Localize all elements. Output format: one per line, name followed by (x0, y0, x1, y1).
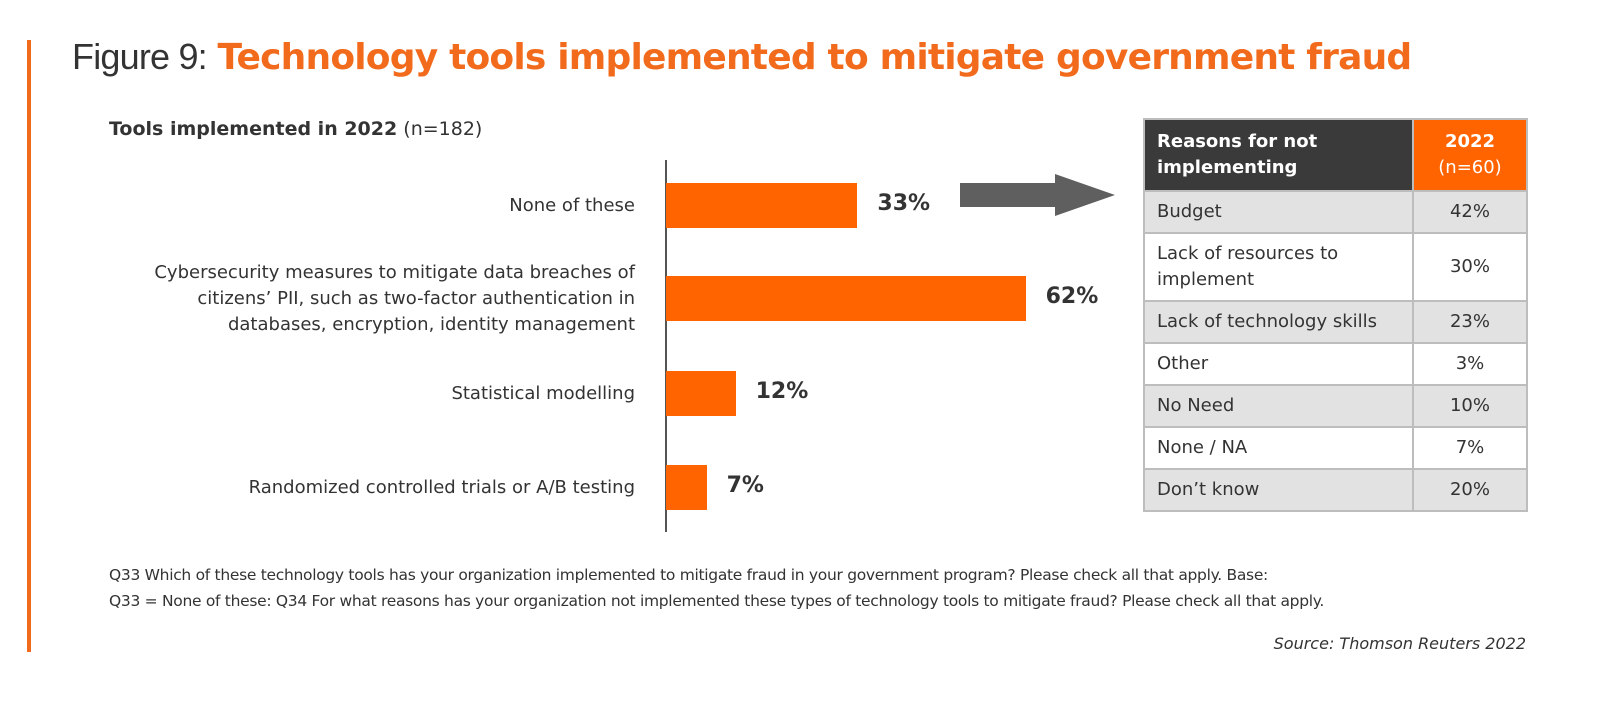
category-label: Randomized controlled trials or A/B test… (249, 475, 635, 501)
bar (666, 183, 858, 228)
value-cell: 42% (1412, 190, 1528, 234)
reason-cell: Lack of resources to implement (1143, 232, 1414, 302)
table-row: Lack of technology skills 23% (1143, 300, 1528, 344)
header-reasons: Reasons for not implementing (1143, 118, 1414, 192)
reason-cell: Don’t know (1143, 468, 1414, 512)
title-prefix: Figure 9: (72, 36, 208, 77)
data-label: 12% (755, 379, 809, 404)
category-label: Cybersecurity measures to mitigate data … (154, 260, 635, 338)
bar (666, 276, 1026, 321)
table-row: Other 3% (1143, 342, 1528, 386)
category-label-line: citizens’ PII, such as two-factor authen… (197, 287, 635, 309)
reason-cell: No Need (1143, 384, 1414, 428)
reason-cell: None / NA (1143, 426, 1414, 470)
chart-n: (n=182) (403, 118, 483, 140)
footnote-line-1: Q33 Which of these technology tools has … (109, 566, 1268, 584)
footnote: Q33 Which of these technology tools has … (109, 562, 1324, 614)
footnote-line-2: Q33 = None of these: Q34 For what reason… (109, 592, 1325, 610)
table-row: Don’t know 20% (1143, 468, 1528, 512)
header-year: 2022 (n=60) (1412, 118, 1528, 192)
table-row: Lack of resources to implement 30% (1143, 232, 1528, 302)
bar (666, 371, 736, 416)
value-cell: 10% (1412, 384, 1528, 428)
reasons-table: Reasons for not implementing 2022 (n=60) B… (1143, 118, 1528, 512)
value-cell: 30% (1412, 232, 1528, 302)
category-label-line: Cybersecurity measures to mitigate data … (154, 261, 635, 283)
chart-title: Tools implemented in 2022 (109, 118, 398, 140)
value-cell: 3% (1412, 342, 1528, 386)
title-main: Technology tools implemented to mitigate… (217, 37, 1413, 78)
table-row: Budget 42% (1143, 190, 1528, 234)
data-label: 62% (1045, 284, 1099, 309)
category-label-line: Statistical modelling (451, 382, 635, 404)
figure-title: Figure 9: Technology tools implemented t… (72, 36, 1413, 78)
table-row: No Need 10% (1143, 384, 1528, 428)
accent-bar (27, 40, 31, 652)
reason-cell: Lack of technology skills (1143, 300, 1414, 344)
reason-cell: Other (1143, 342, 1414, 386)
value-cell: 7% (1412, 426, 1528, 470)
chart-subtitle: Tools implemented in 2022 (n=182) (109, 118, 482, 140)
data-label: 7% (726, 473, 764, 498)
category-label-line: None of these (509, 194, 635, 216)
category-label: None of these (509, 193, 635, 219)
value-cell: 23% (1412, 300, 1528, 344)
table-header: Reasons for not implementing 2022 (n=60) (1143, 118, 1528, 192)
source-note: Source: Thomson Reuters 2022 (1273, 634, 1526, 653)
data-label: 33% (877, 191, 931, 216)
category-label-line: databases, encryption, identity manageme… (227, 313, 635, 335)
table-row: None / NA 7% (1143, 426, 1528, 470)
y-axis-line (665, 160, 667, 532)
value-cell: 20% (1412, 468, 1528, 512)
category-label-line: Randomized controlled trials or A/B test… (248, 476, 635, 498)
bar (666, 465, 707, 510)
category-label: Statistical modelling (451, 381, 635, 407)
reason-cell: Budget (1143, 190, 1414, 234)
arrow-right-icon (960, 174, 1115, 216)
